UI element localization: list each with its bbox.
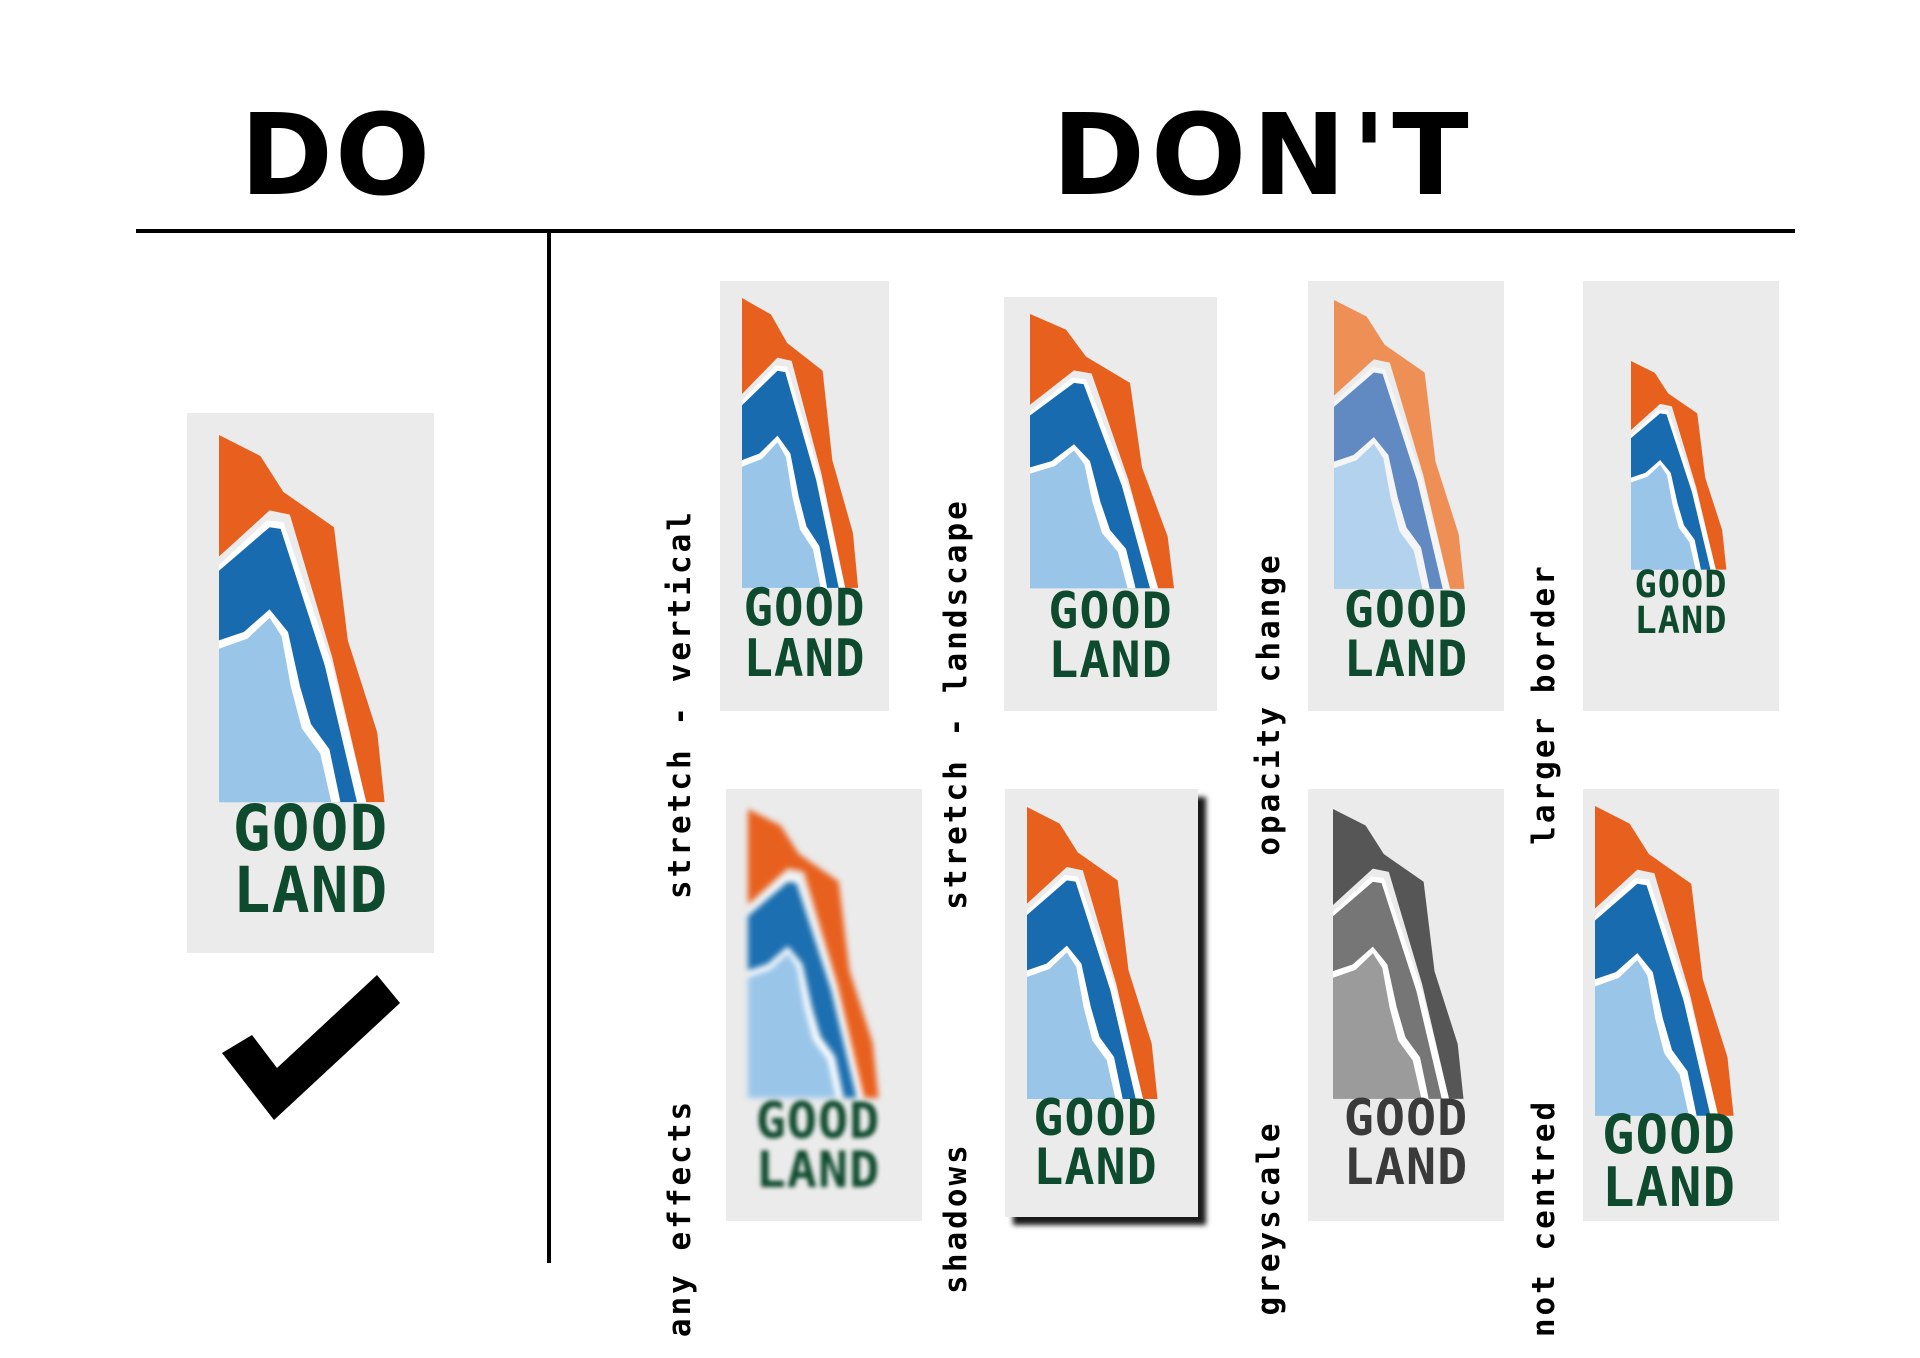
- wordmark: GOOD LAND: [743, 578, 866, 689]
- mountain-orange: [748, 809, 879, 1098]
- mountain-light-blue: [1333, 953, 1422, 1099]
- mountain-orange: [742, 298, 859, 588]
- column-divider: [547, 233, 551, 1263]
- wordmark: GOOD LAND: [755, 1092, 881, 1199]
- mountain-mark: [1631, 361, 1727, 570]
- mountain-mark: [1030, 314, 1174, 589]
- wordmark: GOOD LAND: [1343, 1089, 1469, 1196]
- caption-stretch-landscape: stretch - landscape: [938, 498, 974, 910]
- mountain-light-blue: [1334, 443, 1423, 589]
- caption-stretch-vertical: stretch - vertical: [662, 509, 698, 899]
- logo-card-any-effects: GOOD LAND: [726, 789, 922, 1221]
- mountain-orange: [1595, 806, 1734, 1116]
- caption-any-effects: any effects: [662, 1098, 698, 1338]
- wordmark-good: GOOD: [232, 792, 389, 865]
- mountain-orange: [1631, 361, 1727, 570]
- mountain-light-blue: [742, 442, 821, 588]
- wordmark-land: LAND: [232, 853, 389, 927]
- wordmark: GOOD LAND: [1601, 1103, 1737, 1219]
- logo-card-correct: GOOD LAND: [187, 413, 434, 953]
- mountain-light-blue: [219, 617, 332, 803]
- caption-opacity-change: opacity change: [1251, 552, 1287, 856]
- wordmark: GOOD LAND: [1343, 581, 1469, 688]
- mountain-orange: [1027, 807, 1158, 1099]
- caption-not-centred: not centred: [1526, 1098, 1562, 1338]
- mountain-light-blue: [1027, 952, 1116, 1099]
- mountain-orange: [1030, 314, 1174, 589]
- mountain-mark: [742, 298, 859, 588]
- mountain-mark: [1595, 806, 1734, 1116]
- mountain-light-blue: [1030, 450, 1128, 589]
- mountain-mark: [219, 435, 385, 803]
- wordmark: GOOD LAND: [1048, 582, 1173, 689]
- logo-card-larger-border: GOOD LAND: [1583, 281, 1779, 711]
- mountain-light-blue: [1631, 464, 1696, 570]
- wordmark: GOOD LAND: [187, 792, 434, 927]
- mountain-mark: [1027, 807, 1158, 1099]
- logo-card-stretch-landscape: GOOD LAND: [1004, 297, 1217, 711]
- wordmark: GOOD LAND: [1033, 1089, 1158, 1196]
- logo-card-shadows: GOOD LAND: [1005, 789, 1198, 1217]
- mountain-light-blue: [748, 952, 837, 1098]
- mountain-mark: [1333, 809, 1464, 1099]
- mountain-orange: [219, 435, 385, 803]
- header-divider: [136, 229, 1795, 233]
- mountain-mark: [748, 809, 879, 1098]
- caption-shadows: shadows: [938, 1142, 974, 1294]
- logo-card-greyscale: GOOD LAND: [1308, 789, 1504, 1221]
- caption-larger-border: larger border: [1526, 563, 1562, 845]
- checkmark-icon: [222, 975, 400, 1120]
- logo-card-not-centred: GOOD LAND: [1583, 789, 1779, 1221]
- caption-greyscale: greyscale: [1251, 1120, 1287, 1316]
- logo-card-opacity-change: GOOD LAND: [1308, 281, 1504, 711]
- dont-heading: DON'T: [1052, 91, 1475, 221]
- mountain-orange: [1334, 300, 1465, 589]
- mountain-mark: [1334, 300, 1465, 589]
- wordmark: GOOD LAND: [1634, 563, 1728, 643]
- mountain-orange: [1333, 809, 1464, 1099]
- do-heading: DO: [240, 91, 433, 221]
- logo-card-stretch-vertical: GOOD LAND: [720, 281, 889, 711]
- mountain-light-blue: [1595, 960, 1689, 1116]
